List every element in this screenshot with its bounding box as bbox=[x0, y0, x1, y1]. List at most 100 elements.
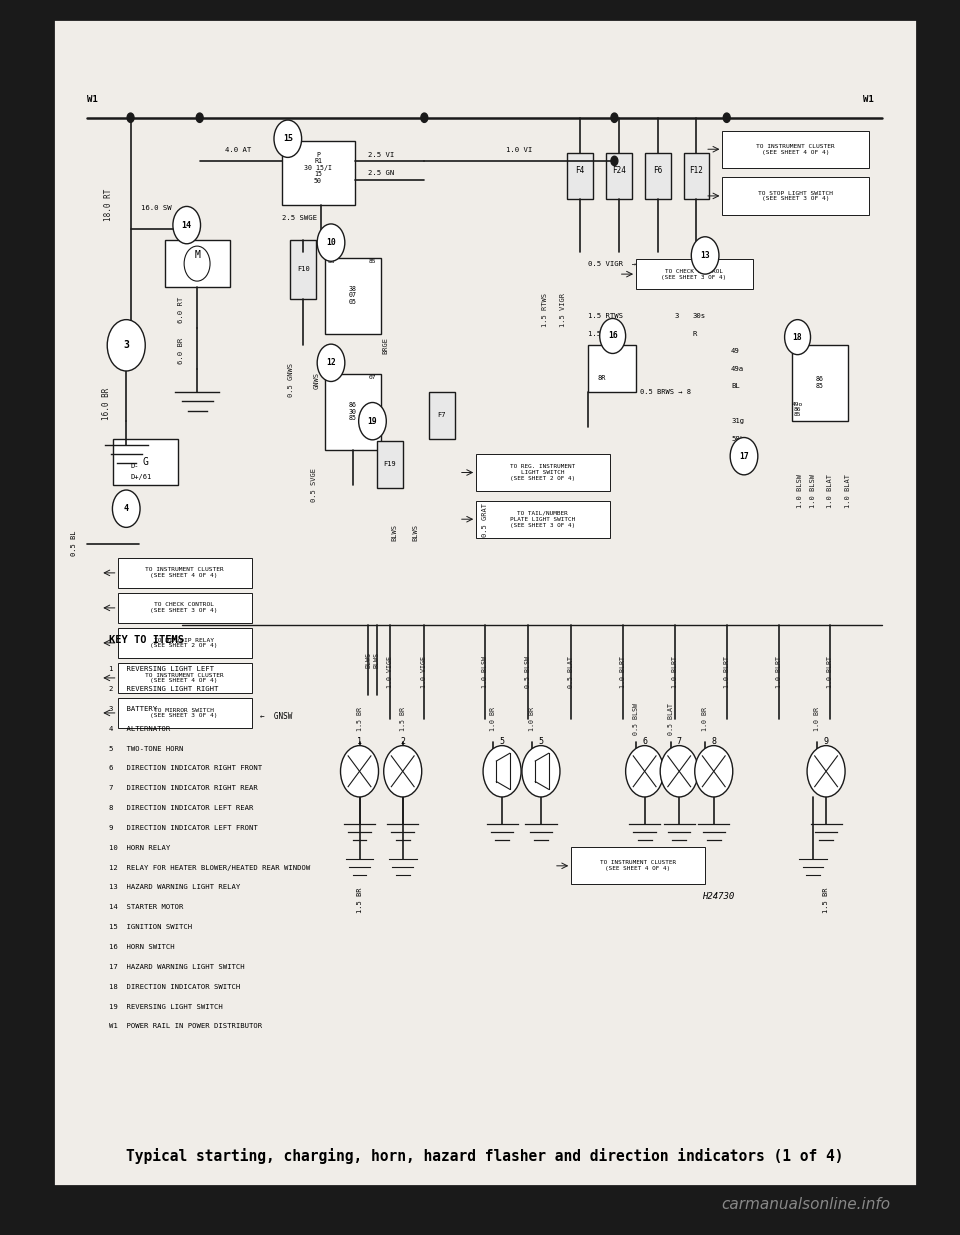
Text: 1: 1 bbox=[357, 736, 362, 746]
Text: BRGE: BRGE bbox=[382, 337, 389, 353]
Text: 6.0 RT: 6.0 RT bbox=[178, 298, 183, 324]
Text: F24: F24 bbox=[612, 165, 626, 174]
Text: BL: BL bbox=[732, 383, 740, 389]
Bar bbox=[571, 847, 706, 884]
Circle shape bbox=[317, 345, 345, 382]
Text: Typical starting, charging, horn, hazard flasher and direction indicators (1 of : Typical starting, charging, horn, hazard… bbox=[126, 1149, 844, 1165]
Text: 4.0 AT: 4.0 AT bbox=[226, 147, 252, 153]
Text: 3   BATTERY: 3 BATTERY bbox=[109, 706, 157, 711]
Text: 0.5 BLAT: 0.5 BLAT bbox=[568, 656, 574, 688]
Text: 1.0 BLSW: 1.0 BLSW bbox=[797, 474, 804, 508]
Bar bbox=[723, 178, 870, 215]
Text: TO CHECK CONTROL
(SEE SHEET 3 OF 4): TO CHECK CONTROL (SEE SHEET 3 OF 4) bbox=[661, 269, 727, 279]
Circle shape bbox=[522, 746, 560, 797]
Text: F4: F4 bbox=[575, 165, 585, 174]
Bar bbox=[791, 346, 848, 421]
Text: 1.0 BR: 1.0 BR bbox=[814, 706, 821, 731]
Text: P
R1
30 15/I
15
50: P R1 30 15/I 15 50 bbox=[304, 152, 332, 184]
Text: 4: 4 bbox=[124, 504, 129, 514]
Text: W1: W1 bbox=[87, 95, 98, 104]
Text: BLWS: BLWS bbox=[365, 652, 372, 668]
Text: 0.5 BLAT: 0.5 BLAT bbox=[667, 703, 674, 735]
Text: 1.0 BR: 1.0 BR bbox=[702, 706, 708, 731]
Bar bbox=[118, 593, 252, 624]
Text: 2.5 VI: 2.5 VI bbox=[369, 152, 395, 158]
Text: 18: 18 bbox=[793, 332, 803, 342]
Bar bbox=[645, 153, 670, 199]
Text: 1.0 BLSW: 1.0 BLSW bbox=[810, 474, 816, 508]
Text: D+/61: D+/61 bbox=[131, 474, 152, 480]
Bar bbox=[566, 153, 593, 199]
Text: W1: W1 bbox=[863, 95, 874, 104]
Text: 14  STARTER MOTOR: 14 STARTER MOTOR bbox=[109, 904, 183, 910]
Circle shape bbox=[359, 403, 386, 440]
Text: D-: D- bbox=[131, 463, 139, 468]
Text: 1.0 BLRT: 1.0 BLRT bbox=[776, 656, 781, 688]
Bar bbox=[118, 663, 252, 693]
Text: 1.0 VI: 1.0 VI bbox=[506, 147, 533, 153]
Bar bbox=[377, 441, 403, 488]
Text: 2: 2 bbox=[400, 736, 405, 746]
Text: 86: 86 bbox=[328, 258, 336, 263]
Text: 5: 5 bbox=[499, 736, 505, 746]
Text: 0.5 VIGR  →: 0.5 VIGR → bbox=[588, 261, 636, 267]
Text: F7: F7 bbox=[438, 412, 445, 419]
Text: 12  RELAY FOR HEATER BLOWER/HEATED REAR WINDOW: 12 RELAY FOR HEATER BLOWER/HEATED REAR W… bbox=[109, 864, 310, 871]
Text: TO INSTRUMENT CLUSTER
(SEE SHEET 4 OF 4): TO INSTRUMENT CLUSTER (SEE SHEET 4 OF 4) bbox=[145, 568, 224, 578]
Text: 1.0 BLRT: 1.0 BLRT bbox=[828, 656, 833, 688]
Circle shape bbox=[611, 157, 618, 165]
Text: 1   REVERSING LIGHT LEFT: 1 REVERSING LIGHT LEFT bbox=[109, 666, 214, 672]
Bar bbox=[476, 500, 611, 538]
Text: 1.0 BLAT: 1.0 BLAT bbox=[845, 474, 851, 508]
Text: 12: 12 bbox=[326, 358, 336, 367]
Text: TO REG. INSTRUMENT
LIGHT SWITCH
(SEE SHEET 2 OF 4): TO REG. INSTRUMENT LIGHT SWITCH (SEE SHE… bbox=[510, 464, 575, 480]
Circle shape bbox=[611, 114, 618, 122]
Text: GNWS: GNWS bbox=[313, 372, 320, 389]
Text: 15: 15 bbox=[283, 135, 293, 143]
Text: 8R: 8R bbox=[597, 375, 606, 380]
Circle shape bbox=[626, 746, 663, 797]
Circle shape bbox=[723, 114, 731, 122]
Text: 86
85: 86 85 bbox=[815, 377, 823, 389]
Text: 7: 7 bbox=[677, 736, 682, 746]
Text: 13: 13 bbox=[700, 251, 710, 259]
Text: 0.5 BL: 0.5 BL bbox=[71, 531, 78, 557]
Text: 1.0 BLAT: 1.0 BLAT bbox=[828, 474, 833, 508]
Text: F19: F19 bbox=[383, 462, 396, 467]
Text: 5: 5 bbox=[539, 736, 543, 746]
Text: 19: 19 bbox=[368, 416, 377, 426]
Text: 16: 16 bbox=[608, 331, 617, 341]
Circle shape bbox=[112, 490, 140, 527]
Text: 86
30
85: 86 30 85 bbox=[348, 403, 356, 421]
Bar bbox=[476, 453, 611, 492]
Text: M: M bbox=[194, 251, 200, 261]
Text: 58k: 58k bbox=[732, 436, 744, 442]
Text: 15  IGNITION SWITCH: 15 IGNITION SWITCH bbox=[109, 924, 192, 930]
Text: 1.0 VIGE: 1.0 VIGE bbox=[421, 656, 427, 688]
Bar bbox=[684, 153, 709, 199]
Text: TO TAIL/NUMBER
PLATE LIGHT SWITCH
(SEE SHEET 3 OF 4): TO TAIL/NUMBER PLATE LIGHT SWITCH (SEE S… bbox=[510, 511, 575, 527]
Text: G: G bbox=[142, 457, 148, 467]
Text: TO INSTRUMENT CLUSTER
(SEE SHEET 4 OF 4): TO INSTRUMENT CLUSTER (SEE SHEET 4 OF 4) bbox=[756, 143, 835, 154]
Circle shape bbox=[695, 746, 732, 797]
Text: 1.0 BLRT: 1.0 BLRT bbox=[672, 656, 678, 688]
Text: 16  HORN SWITCH: 16 HORN SWITCH bbox=[109, 944, 175, 950]
Bar bbox=[588, 346, 636, 391]
Text: 0.5 BLSW: 0.5 BLSW bbox=[525, 656, 531, 688]
Text: TO CHECK CONTROL
(SEE SHEET 3 OF 4): TO CHECK CONTROL (SEE SHEET 3 OF 4) bbox=[151, 603, 218, 614]
Circle shape bbox=[600, 319, 626, 353]
Bar bbox=[282, 141, 355, 205]
Circle shape bbox=[274, 120, 301, 157]
Text: 13  HAZARD WARNING LIGHT RELAY: 13 HAZARD WARNING LIGHT RELAY bbox=[109, 884, 240, 890]
Text: 1.5 VIGR: 1.5 VIGR bbox=[560, 293, 565, 327]
Text: 3: 3 bbox=[123, 341, 130, 351]
Text: BLWS: BLWS bbox=[391, 524, 397, 541]
Text: F10: F10 bbox=[297, 267, 310, 273]
Text: H24730: H24730 bbox=[702, 892, 734, 900]
Text: 1.0 VIGE: 1.0 VIGE bbox=[387, 656, 393, 688]
Text: 49o
86
85: 49o 86 85 bbox=[792, 401, 804, 417]
Text: 1.5 VIGR: 1.5 VIGR bbox=[588, 331, 623, 337]
Text: F6: F6 bbox=[653, 165, 662, 174]
Text: 49a: 49a bbox=[732, 366, 744, 372]
Text: TO INSTRUMENT CLUSTER
(SEE SHEET 4 OF 4): TO INSTRUMENT CLUSTER (SEE SHEET 4 OF 4) bbox=[145, 673, 224, 683]
